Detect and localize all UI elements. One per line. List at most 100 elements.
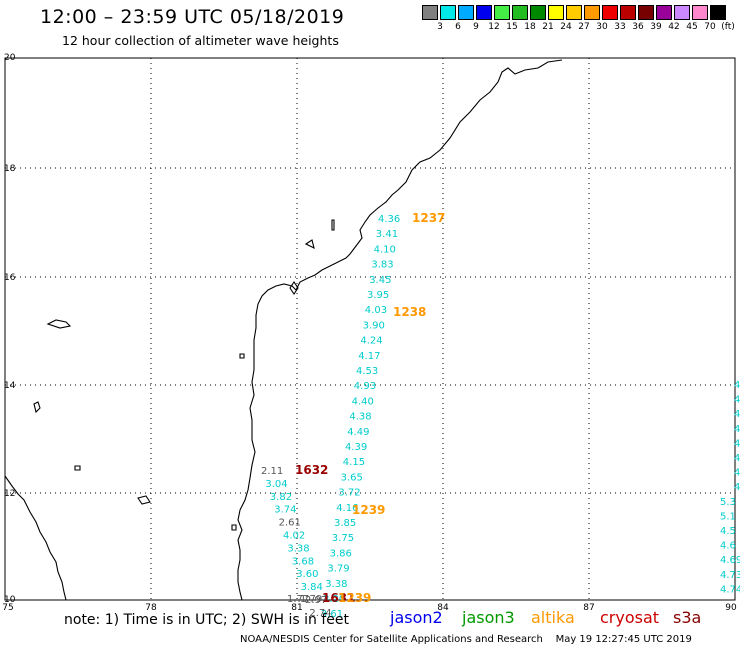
bottom-time-altika: 1239 <box>338 591 371 605</box>
track-reading: 3.38 <box>325 579 347 590</box>
track-reading: 4.53 <box>356 366 378 377</box>
edge-reading: 4.5 <box>720 526 736 537</box>
legend-swatch <box>476 5 492 20</box>
satellite-label-jason2: jason2 <box>390 608 443 627</box>
track-reading: 4.15 <box>343 457 365 468</box>
bottom-track-cluster: 1.77 1.79 1631 1239 <box>287 591 371 605</box>
bottom-time-cryosat: 1631 <box>322 591 355 605</box>
track-reading: 3.84 <box>301 582 323 593</box>
track-reading: 4.36 <box>378 214 400 225</box>
lat-label-16: 16 <box>4 273 16 283</box>
lat-label-20: 20 <box>4 53 16 63</box>
coastline <box>4 59 563 601</box>
edge-reading: 5.3 <box>720 497 736 508</box>
legend-swatch <box>494 5 510 20</box>
legend-label: 3 <box>437 22 443 32</box>
edge-reading: 5.1 <box>720 511 736 522</box>
footnote-text: note: 1) Time is in UTC; 2) SWH is in fe… <box>64 612 350 628</box>
island-8 <box>289 281 299 295</box>
legend-label: 42 <box>668 22 680 32</box>
cryosat-time-1632: 1632 <box>295 463 328 477</box>
legend-label: 15 <box>506 22 518 32</box>
track-reading: 4.16 <box>336 503 358 514</box>
edge-reading: 4. <box>734 482 740 493</box>
lon-label-90: 90 <box>725 603 737 613</box>
legend-swatch <box>620 5 636 20</box>
edge-reading: 4. <box>734 395 740 406</box>
track-time-label: 1237 <box>412 211 445 225</box>
track-reading: 3.75 <box>332 533 354 544</box>
legend-label: 39 <box>650 22 662 32</box>
track-reading: 3.04 <box>265 479 287 490</box>
edge-reading: 4. <box>734 409 740 420</box>
legend-label: 70 <box>704 22 716 32</box>
legend-swatch <box>548 5 564 20</box>
track-reading: 3.85 <box>334 518 356 529</box>
lat-axis-labels: 20 18 16 14 12 10 <box>4 53 16 605</box>
legend-label: (ft) <box>721 22 735 32</box>
island-3 <box>74 465 81 471</box>
track-reading: 3.90 <box>363 320 385 331</box>
edge-reading: 4.73 <box>720 570 740 581</box>
track-reading: 4.40 <box>352 396 374 407</box>
edge-reading: 4. <box>734 453 740 464</box>
legend-label: 24 <box>560 22 572 32</box>
legend-swatch <box>638 5 654 20</box>
edge-reading: 4. <box>734 380 740 391</box>
track-reading: 4.93 <box>354 381 376 392</box>
track-reading: 3.79 <box>327 564 349 575</box>
island-4 <box>137 495 151 505</box>
track-reading: 4.24 <box>360 336 382 347</box>
legend-label: 45 <box>686 22 698 32</box>
legend-swatch <box>422 5 438 20</box>
track-reading: 3.72 <box>338 488 360 499</box>
track-reading: 2.97 <box>305 595 327 606</box>
lon-label-75: 75 <box>2 603 13 613</box>
legend-label: 33 <box>614 22 626 32</box>
track-reading: 3.86 <box>330 548 352 559</box>
track-reading: 4.02 <box>283 531 305 542</box>
legend-swatch <box>458 5 474 20</box>
track-reading: 3.83 <box>371 260 393 271</box>
legend-swatch <box>566 5 582 20</box>
altika-track-cyan: 4.36 3.41 4.10 3.83 3.45 3.95 4.03 3.90 4.24 4.17… <box>321 214 400 620</box>
lat-label-10: 10 <box>4 595 16 605</box>
legend-label: 30 <box>596 22 608 32</box>
track-reading: 4.10 <box>374 244 396 255</box>
island-7 <box>239 353 245 359</box>
track-reading: 2.61 <box>279 518 301 529</box>
track-reading: 2.74 <box>309 608 331 619</box>
legend-label: 27 <box>578 22 590 32</box>
legend-label: 18 <box>524 22 536 32</box>
track-reading: 3.45 <box>369 275 391 286</box>
legend-swatch <box>602 5 618 20</box>
bottom-reading-1: 1.77 <box>287 594 309 605</box>
track-time-label: 1239 <box>352 503 385 517</box>
legend-label: 12 <box>488 22 500 32</box>
edge-reading: 4.74 <box>720 584 740 595</box>
track-reading: 4.38 <box>349 412 371 423</box>
track-reading: 4.39 <box>345 442 367 453</box>
track-reading: 4.03 <box>365 305 387 316</box>
track-reading: 4.17 <box>358 351 380 362</box>
cryosat-track: 2.11 3.04 3.82 3.74 2.61 4.023.38 3.68 3.60 3.84… <box>261 466 332 619</box>
legend-swatch <box>440 5 456 20</box>
track-reading: 3.41 <box>376 229 398 240</box>
legend-swatch <box>692 5 708 20</box>
lat-label-12: 12 <box>4 489 15 499</box>
legend-swatch <box>656 5 672 20</box>
edge-reading: 4. <box>734 468 740 479</box>
satellite-label-cryosat: cryosat <box>600 608 660 627</box>
track-reading: 3.68 <box>292 556 314 567</box>
lon-label-78: 78 <box>145 603 157 613</box>
edge-reading: 4. <box>734 438 740 449</box>
island-5 <box>304 239 315 250</box>
lon-label-87: 87 <box>583 603 594 613</box>
track-reading: 3.60 <box>296 569 318 580</box>
satellite-label-jason3: jason3 <box>462 608 515 627</box>
legend-swatch <box>710 5 726 20</box>
bottom-reading-2: 1.79 <box>300 594 322 605</box>
track-reading: 3.95 <box>367 290 389 301</box>
track-reading: 3.74 <box>274 505 296 516</box>
track-reading: 3.38 <box>287 543 309 554</box>
